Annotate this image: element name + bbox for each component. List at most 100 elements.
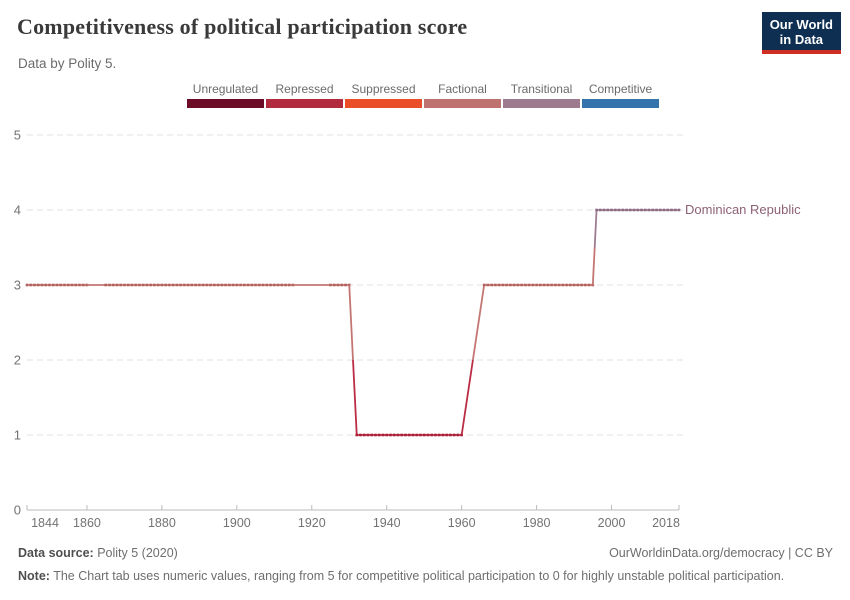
data-point-marker[interactable] <box>179 283 182 287</box>
data-point-marker[interactable] <box>111 283 115 287</box>
data-point-marker[interactable] <box>516 283 520 287</box>
data-point-marker[interactable] <box>29 283 33 287</box>
data-point-marker[interactable] <box>119 283 122 287</box>
data-point-marker[interactable] <box>329 283 332 287</box>
data-point-marker[interactable] <box>78 283 81 287</box>
data-point-marker[interactable] <box>437 433 441 437</box>
data-point-marker[interactable] <box>220 283 224 287</box>
series-line-segment[interactable] <box>348 284 354 361</box>
data-point-marker[interactable] <box>400 433 404 437</box>
data-point-marker[interactable] <box>531 283 535 287</box>
data-point-marker[interactable] <box>36 283 40 287</box>
data-point-marker[interactable] <box>198 283 201 287</box>
data-point-marker[interactable] <box>527 283 531 287</box>
data-point-marker[interactable] <box>243 283 246 287</box>
data-point-marker[interactable] <box>640 208 643 212</box>
data-point-marker[interactable] <box>377 433 381 437</box>
data-point-marker[interactable] <box>235 283 239 287</box>
data-point-marker[interactable] <box>662 208 666 212</box>
data-point-marker[interactable] <box>134 283 137 287</box>
data-point-marker[interactable] <box>628 208 632 212</box>
data-point-marker[interactable] <box>149 283 152 287</box>
data-point-marker[interactable] <box>445 433 448 437</box>
data-point-marker[interactable] <box>145 283 149 287</box>
data-point-marker[interactable] <box>228 283 231 287</box>
data-point-marker[interactable] <box>156 283 160 287</box>
data-point-marker[interactable] <box>254 283 257 287</box>
data-point-marker[interactable] <box>201 283 205 287</box>
data-point-marker[interactable] <box>584 283 587 287</box>
data-point-marker[interactable] <box>141 283 145 287</box>
data-point-marker[interactable] <box>81 283 85 287</box>
data-point-marker[interactable] <box>332 283 336 287</box>
data-point-marker[interactable] <box>25 283 29 287</box>
data-point-marker[interactable] <box>246 283 250 287</box>
data-point-marker[interactable] <box>205 283 209 287</box>
data-point-marker[interactable] <box>213 283 216 287</box>
data-point-marker[interactable] <box>108 283 111 287</box>
data-point-marker[interactable] <box>370 433 374 437</box>
data-point-marker[interactable] <box>209 283 212 287</box>
data-point-marker[interactable] <box>426 433 430 437</box>
data-point-marker[interactable] <box>673 208 677 212</box>
data-point-marker[interactable] <box>490 283 493 287</box>
data-point-marker[interactable] <box>168 283 171 287</box>
data-point-marker[interactable] <box>658 208 662 212</box>
owid-democracy-link[interactable]: OurWorldinData.org/democracy <box>609 546 785 560</box>
data-point-marker[interactable] <box>55 283 59 287</box>
data-point-marker[interactable] <box>580 283 583 287</box>
data-point-marker[interactable] <box>599 208 602 212</box>
data-point-marker[interactable] <box>655 208 658 212</box>
legend-item-suppressed[interactable]: Suppressed <box>345 82 422 108</box>
data-point-marker[interactable] <box>374 433 377 437</box>
data-point-marker[interactable] <box>258 283 261 287</box>
data-point-marker[interactable] <box>389 433 392 437</box>
data-point-marker[interactable] <box>183 283 186 287</box>
data-point-marker[interactable] <box>501 283 505 287</box>
data-point-marker[interactable] <box>216 283 220 287</box>
legend-item-transitional[interactable]: Transitional <box>503 82 580 108</box>
data-point-marker[interactable] <box>153 283 156 287</box>
data-point-marker[interactable] <box>66 283 70 287</box>
series-line-segment[interactable] <box>591 247 596 286</box>
data-point-marker[interactable] <box>610 208 613 212</box>
data-point-marker[interactable] <box>164 283 167 287</box>
series-line-segment[interactable] <box>352 359 358 436</box>
data-point-marker[interactable] <box>509 283 512 287</box>
data-point-marker[interactable] <box>415 433 419 437</box>
legend-item-unregulated[interactable]: Unregulated <box>187 82 264 108</box>
data-point-marker[interactable] <box>126 283 130 287</box>
data-point-marker[interactable] <box>344 283 347 287</box>
data-point-marker[interactable] <box>265 283 269 287</box>
data-point-marker[interactable] <box>115 283 119 287</box>
data-point-marker[interactable] <box>186 283 190 287</box>
data-point-marker[interactable] <box>40 283 44 287</box>
entity-label[interactable]: Dominican Republic <box>685 202 801 217</box>
data-point-marker[interactable] <box>625 208 628 212</box>
data-point-marker[interactable] <box>70 283 74 287</box>
data-point-marker[interactable] <box>276 283 280 287</box>
data-point-marker[interactable] <box>407 433 411 437</box>
data-point-marker[interactable] <box>602 208 606 212</box>
data-point-marker[interactable] <box>677 208 681 212</box>
data-point-marker[interactable] <box>269 283 272 287</box>
data-point-marker[interactable] <box>250 283 254 287</box>
data-point-marker[interactable] <box>336 283 340 287</box>
data-point-marker[interactable] <box>666 208 670 212</box>
data-point-marker[interactable] <box>535 283 538 287</box>
data-point-marker[interactable] <box>287 283 291 287</box>
data-point-marker[interactable] <box>396 433 400 437</box>
data-point-marker[interactable] <box>340 283 344 287</box>
data-point-marker[interactable] <box>505 283 508 287</box>
data-point-marker[interactable] <box>565 283 568 287</box>
data-point-marker[interactable] <box>524 283 527 287</box>
data-point-marker[interactable] <box>520 283 523 287</box>
data-point-marker[interactable] <box>160 283 164 287</box>
data-point-marker[interactable] <box>561 283 565 287</box>
legend-item-factional[interactable]: Factional <box>424 82 501 108</box>
data-point-marker[interactable] <box>404 433 407 437</box>
data-point-marker[interactable] <box>366 433 370 437</box>
data-point-marker[interactable] <box>486 283 490 287</box>
data-point-marker[interactable] <box>632 208 636 212</box>
